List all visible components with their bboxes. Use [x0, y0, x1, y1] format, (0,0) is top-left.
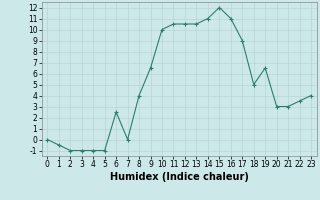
X-axis label: Humidex (Indice chaleur): Humidex (Indice chaleur): [110, 172, 249, 182]
